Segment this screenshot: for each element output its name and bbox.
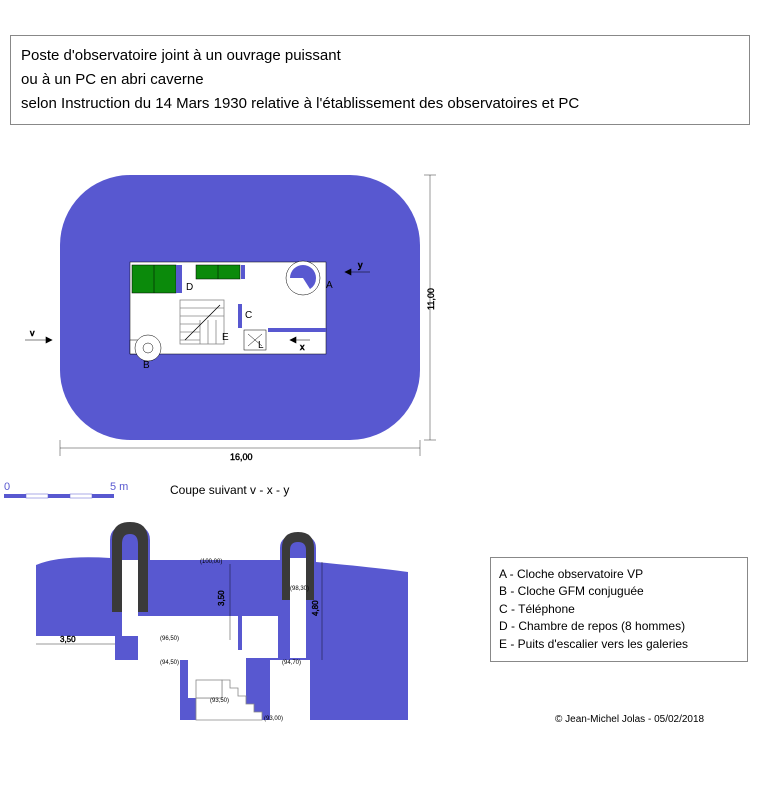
svg-text:(96,50): (96,50) — [160, 636, 179, 642]
plan-cloche-b — [135, 335, 161, 361]
plan-label-c: C — [245, 310, 252, 321]
svg-text:x: x — [300, 342, 305, 352]
legend-b: B - Cloche GFM conjuguée — [499, 583, 739, 600]
scale-bar: 0 5 m — [4, 481, 128, 498]
svg-text:11,00: 11,00 — [426, 288, 436, 310]
svg-text:(93,00): (93,00) — [264, 716, 283, 722]
plan-label-d: D — [186, 282, 193, 293]
section-label: Coupe suivant v - x - y — [170, 483, 289, 497]
svg-text:3,50: 3,50 — [60, 635, 76, 644]
plan-label-b: B — [143, 360, 150, 371]
svg-text:y: y — [358, 260, 363, 270]
plan-label-a: A — [326, 280, 333, 291]
svg-text:5 m: 5 m — [110, 481, 128, 493]
svg-text:4,80: 4,80 — [311, 600, 320, 616]
legend-e: E - Puits d'escalier vers les galeries — [499, 636, 739, 653]
legend-box: A - Cloche observatoire VP B - Cloche GF… — [490, 557, 748, 662]
svg-text:(94,50): (94,50) — [160, 660, 179, 666]
legend-d: D - Chambre de repos (8 hommes) — [499, 618, 739, 635]
svg-text:0: 0 — [4, 481, 10, 493]
svg-text:(94,70): (94,70) — [282, 660, 301, 666]
svg-text:(93,50): (93,50) — [210, 698, 229, 704]
svg-text:16,00: 16,00 — [230, 452, 253, 462]
copyright: © Jean-Michel Jolas - 05/02/2018 — [555, 714, 704, 725]
svg-text:3,50: 3,50 — [217, 590, 226, 606]
svg-text:(100,00): (100,00) — [200, 559, 222, 565]
diagram-svg: D A C E L B v x y 16,00 11,00 0 5 m Coup… — [0, 0, 765, 800]
legend-a: A - Cloche observatoire VP — [499, 566, 739, 583]
plan-label-e: E — [222, 332, 229, 343]
legend-c: C - Téléphone — [499, 601, 739, 618]
plan-label-l: L — [258, 340, 264, 351]
section-view: (100,00) (98,30) (96,50) (94,50) (94,70)… — [36, 522, 408, 722]
svg-text:(98,30): (98,30) — [290, 586, 309, 592]
svg-text:v: v — [30, 328, 35, 338]
